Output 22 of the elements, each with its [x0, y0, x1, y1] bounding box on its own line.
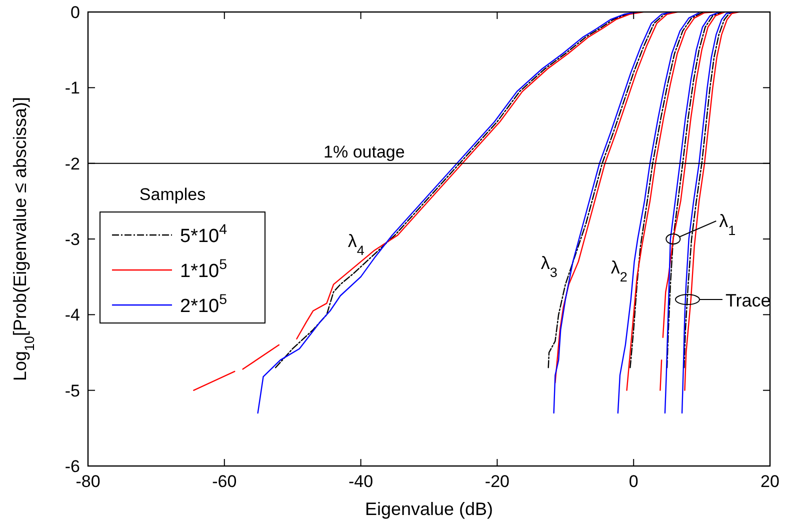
- legend-title: Samples: [139, 185, 206, 204]
- x-tick-label: -60: [212, 472, 237, 491]
- x-tick-label: 0: [628, 472, 638, 491]
- annotation: λ$_{4}$: [348, 231, 365, 258]
- annotation: λ$_{3}$: [540, 253, 558, 280]
- x-axis-title: Eigenvalue (dB): [364, 499, 494, 519]
- y-tick-label: -3: [64, 230, 80, 249]
- legend-label: 1*10$^{5}$: [180, 257, 228, 282]
- y-tick-label: -5: [64, 381, 80, 400]
- x-tick-label: 20: [760, 472, 780, 491]
- x-tick-label: -20: [484, 472, 510, 491]
- x-tick-label: -40: [348, 472, 374, 491]
- ref-line-label: 1% outage: [324, 142, 405, 162]
- y-tick-label: 0: [70, 3, 80, 22]
- y-tick-label: -1: [64, 78, 80, 98]
- y-tick-label: -4: [64, 306, 80, 325]
- annotation: λ$_{2}$: [610, 258, 628, 284]
- legend-label: 5*10$^{4}$: [180, 222, 228, 247]
- y-tick-label: -2: [64, 154, 80, 174]
- annotation: Trace: [725, 290, 771, 311]
- annotation: λ$_{1}$: [719, 211, 736, 238]
- legend-label: 2*10$^{5}$: [180, 292, 228, 317]
